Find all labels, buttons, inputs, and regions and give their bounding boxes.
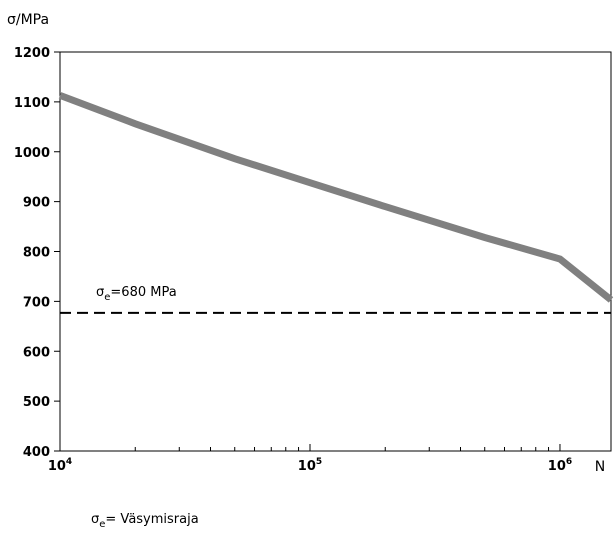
footnote-subscript: e: [99, 519, 105, 530]
y-tick-label: 1200: [14, 46, 50, 61]
x-tick-label: 106: [548, 457, 572, 474]
footnote: σe= Väsymisraja: [91, 512, 199, 530]
fatigue-limit-label: σe=680 MPa: [96, 285, 177, 303]
y-axis-ticks: 400 500 600 700 800 900 1000 1100 1200: [14, 46, 60, 460]
x-tick-label: 104: [48, 457, 72, 474]
footnote-symbol: σ: [91, 512, 99, 527]
y-tick-label: 900: [23, 196, 50, 211]
y-tick-label: 800: [23, 246, 50, 261]
y-tick-label: 500: [23, 395, 50, 410]
y-tick-label: 700: [23, 295, 50, 310]
x-axis-label: N: [595, 459, 605, 475]
fatigue-limit-subscript: e: [104, 292, 110, 303]
y-axis-label: σ/MPa: [7, 12, 49, 28]
y-tick-label: 1100: [14, 96, 50, 111]
footnote-text: = Väsymisraja: [105, 512, 198, 527]
y-tick-label: 600: [23, 345, 50, 360]
y-tick-label: 1000: [14, 146, 50, 161]
fatigue-limit-symbol: σ: [96, 285, 104, 300]
y-tick-label: 400: [23, 445, 50, 460]
x-tick-label: 105: [298, 457, 322, 474]
fatigue-limit-value: =680 MPa: [110, 285, 176, 300]
series-line: [58, 92, 614, 303]
plot-frame: [59, 51, 612, 452]
x-axis-ticks: 104 105 106: [48, 444, 572, 474]
